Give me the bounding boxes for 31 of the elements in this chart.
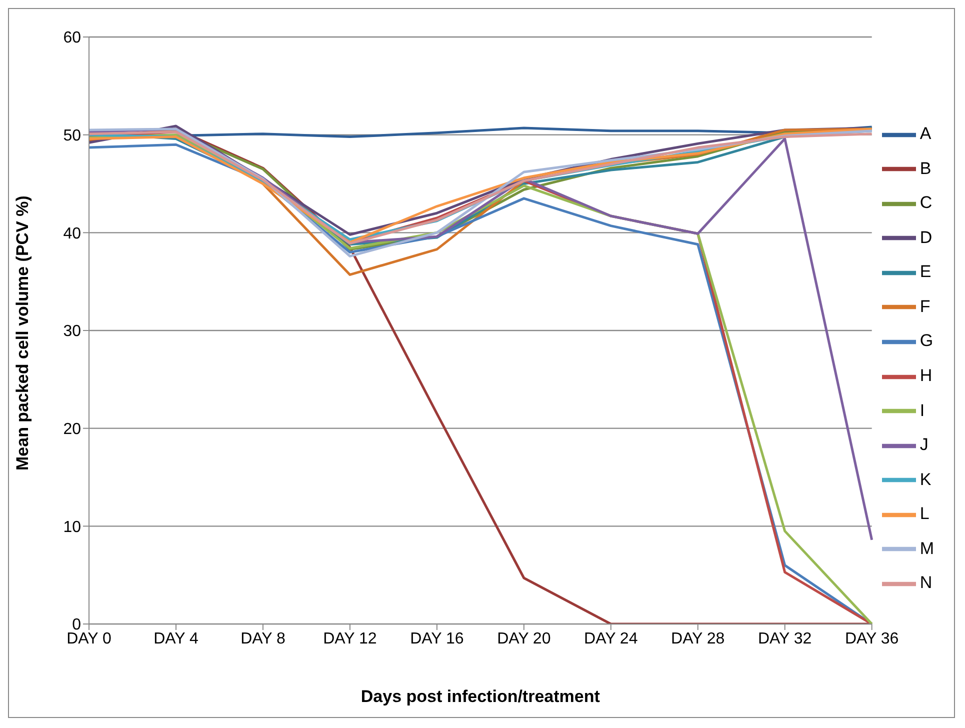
x-tick-label: DAY 12 (323, 630, 377, 648)
x-tick-label: DAY 8 (240, 630, 286, 648)
y-tick-label: 10 (63, 518, 82, 536)
legend-label: A (920, 124, 932, 144)
legend-label: I (920, 400, 925, 420)
legend-label: N (920, 573, 932, 592)
legend-label: B (920, 158, 932, 178)
legend-label: K (920, 470, 932, 489)
legend-label: C (920, 193, 932, 212)
legend-label: D (920, 228, 932, 247)
x-axis-title: Days post infection/treatment (360, 687, 600, 706)
legend-label: E (920, 262, 932, 282)
y-tick-label: 30 (63, 323, 82, 340)
x-tick-label: DAY 4 (154, 630, 198, 648)
x-tick-label: DAY 28 (671, 630, 725, 648)
y-tick-label: 50 (63, 128, 82, 145)
legend-label: L (920, 504, 930, 524)
y-axis-title: Mean packed cell volume (PCV %) (13, 196, 32, 470)
x-tick-label: DAY 32 (758, 630, 812, 648)
x-tick-label: DAY 36 (844, 630, 899, 648)
y-tick-label: 40 (63, 225, 82, 242)
legend-label: G (920, 331, 934, 350)
y-tick-label: 20 (63, 421, 82, 438)
legend-label: F (920, 296, 930, 316)
x-tick-label: DAY 20 (497, 630, 551, 648)
x-tick-label: DAY 16 (410, 630, 464, 648)
x-tick-label: DAY 24 (584, 630, 638, 648)
y-tick-label: 60 (63, 30, 82, 47)
legend-label: M (920, 538, 934, 558)
legend-label: H (920, 366, 932, 385)
legend-label: J (920, 435, 928, 454)
